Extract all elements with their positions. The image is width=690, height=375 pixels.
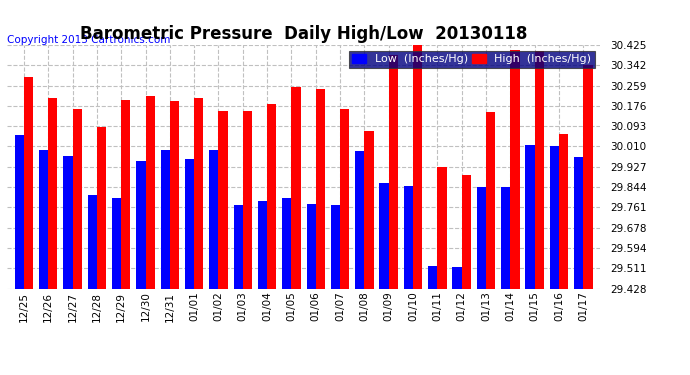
Bar	[583, 64, 593, 289]
Bar	[267, 104, 277, 289]
Bar	[355, 152, 364, 289]
Bar	[550, 147, 559, 289]
Bar	[525, 145, 535, 289]
Bar	[282, 198, 291, 289]
Bar	[161, 150, 170, 289]
Bar	[437, 167, 446, 289]
Bar	[453, 267, 462, 289]
Bar	[63, 156, 72, 289]
Bar	[316, 89, 325, 289]
Bar	[137, 161, 146, 289]
Bar	[559, 134, 568, 289]
Bar	[146, 96, 155, 289]
Bar	[219, 111, 228, 289]
Bar	[258, 201, 267, 289]
Bar	[511, 50, 520, 289]
Bar	[388, 55, 398, 289]
Bar	[112, 198, 121, 289]
Bar	[404, 186, 413, 289]
Bar	[121, 100, 130, 289]
Bar	[501, 187, 511, 289]
Bar	[340, 109, 349, 289]
Bar	[413, 42, 422, 289]
Bar	[243, 111, 252, 289]
Bar	[535, 51, 544, 289]
Bar	[364, 130, 374, 289]
Bar	[48, 98, 57, 289]
Title: Barometric Pressure  Daily High/Low  20130118: Barometric Pressure Daily High/Low 20130…	[80, 26, 527, 44]
Bar	[331, 205, 340, 289]
Bar	[486, 112, 495, 289]
Bar	[72, 109, 82, 289]
Bar	[209, 150, 219, 289]
Bar	[97, 127, 106, 289]
Legend: Low  (Inches/Hg), High  (Inches/Hg): Low (Inches/Hg), High (Inches/Hg)	[349, 51, 595, 68]
Bar	[24, 77, 33, 289]
Bar	[428, 266, 437, 289]
Bar	[380, 183, 388, 289]
Bar	[39, 150, 48, 289]
Bar	[233, 205, 243, 289]
Bar	[291, 87, 301, 289]
Bar	[306, 204, 316, 289]
Bar	[14, 135, 24, 289]
Bar	[462, 175, 471, 289]
Bar	[194, 98, 204, 289]
Bar	[185, 159, 194, 289]
Bar	[170, 101, 179, 289]
Text: Copyright 2013 Cartronics.com: Copyright 2013 Cartronics.com	[7, 35, 170, 45]
Bar	[477, 187, 486, 289]
Bar	[88, 195, 97, 289]
Bar	[574, 158, 583, 289]
